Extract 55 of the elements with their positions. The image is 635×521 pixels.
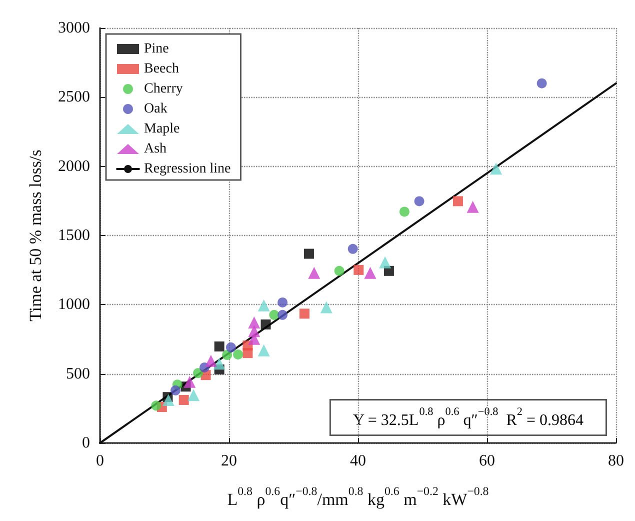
- point: [162, 394, 174, 406]
- point: [348, 244, 358, 254]
- point: [204, 354, 217, 367]
- point: [258, 344, 270, 356]
- point: [248, 316, 260, 329]
- point: [490, 162, 502, 175]
- y-tick-label: 2500: [58, 88, 90, 106]
- point: [188, 389, 200, 402]
- point: [334, 266, 344, 276]
- point: [214, 341, 224, 352]
- point: [170, 385, 180, 396]
- legend-label: Ash: [144, 142, 167, 156]
- x-tick-label: 20: [221, 452, 237, 470]
- point: [258, 299, 270, 312]
- point: [308, 266, 320, 279]
- point: [278, 310, 288, 320]
- legend-label: Oak: [144, 102, 168, 116]
- legend-label: Regression line: [144, 162, 231, 176]
- point: [226, 342, 236, 352]
- x-tick-label: 80: [608, 452, 624, 470]
- x-tick-label: 60: [479, 452, 495, 470]
- y-tick-label: 3000: [58, 20, 90, 36]
- point: [399, 206, 410, 217]
- x-tick-label: 40: [350, 452, 366, 470]
- point: [184, 376, 196, 388]
- point: [379, 256, 392, 268]
- point: [151, 400, 162, 411]
- y-tick-label: 1000: [58, 296, 90, 314]
- point: [260, 319, 271, 330]
- legend-label: Maple: [144, 122, 180, 136]
- legend-label: Pine: [144, 42, 169, 56]
- point: [299, 308, 310, 319]
- point: [233, 349, 244, 360]
- point: [414, 196, 424, 206]
- point: [193, 368, 204, 378]
- point: [354, 264, 364, 275]
- point: [213, 358, 226, 370]
- point: [466, 200, 479, 213]
- y-axis-title: Time at 50 % mass loss/s: [26, 150, 45, 322]
- y-tick-label: 500: [66, 365, 90, 382]
- x-tick-label: 0: [96, 452, 104, 470]
- legend-label: Beech: [144, 62, 179, 76]
- point: [278, 297, 288, 308]
- legend-label: Cherry: [144, 82, 183, 96]
- point: [320, 301, 332, 314]
- point: [364, 266, 376, 279]
- y-tick-label: 2000: [58, 158, 90, 175]
- point: [178, 394, 189, 405]
- y-tick-label: 1500: [58, 227, 90, 244]
- point: [222, 350, 232, 360]
- point: [536, 78, 547, 88]
- point: [269, 310, 280, 320]
- point: [304, 248, 314, 259]
- point: [452, 196, 463, 206]
- y-tick-label: 0: [82, 434, 90, 452]
